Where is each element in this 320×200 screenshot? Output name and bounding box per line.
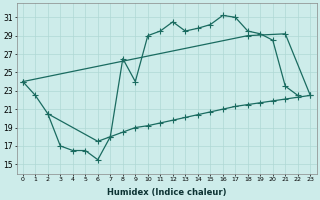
X-axis label: Humidex (Indice chaleur): Humidex (Indice chaleur) — [107, 188, 226, 197]
